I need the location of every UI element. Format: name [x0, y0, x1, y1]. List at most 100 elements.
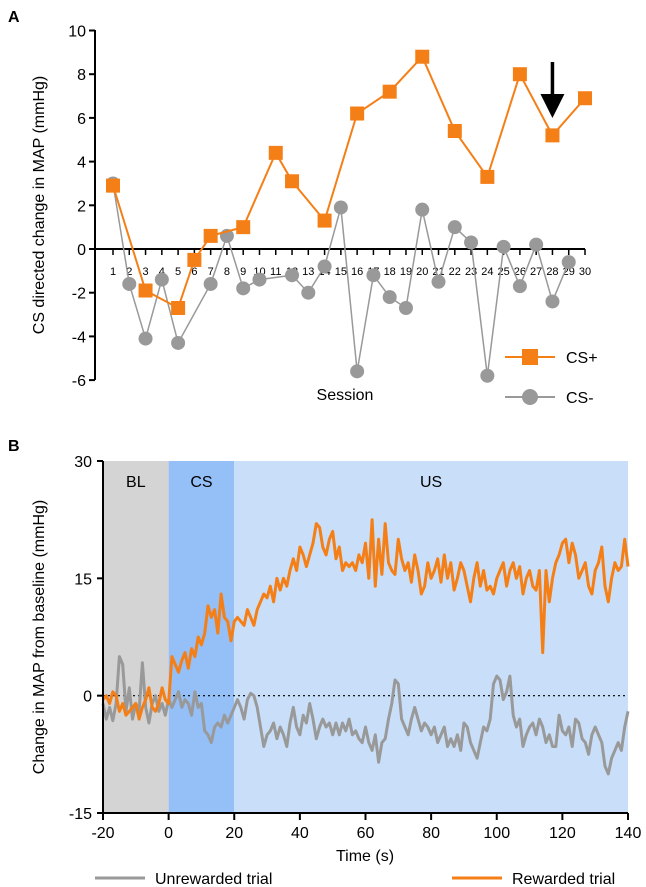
panel-a-y-axis-label: CS directed change in MAP (mmHg) — [31, 76, 48, 334]
x-tick-label: 27 — [530, 266, 542, 278]
trace-rewarded — [101, 518, 630, 721]
x-tick-label: 140 — [615, 825, 642, 842]
panel-b-x-axis-label: Time (s) — [336, 848, 394, 865]
data-point-circle — [236, 281, 251, 296]
data-point-circle — [447, 220, 462, 235]
region-us — [234, 461, 628, 813]
data-point-square — [480, 169, 495, 184]
data-point-circle — [317, 259, 332, 274]
y-tick-label: 15 — [74, 571, 92, 588]
x-tick-label: 6 — [191, 266, 197, 278]
panel-b-legend: Unrewarded trial Rewarded trial — [95, 871, 615, 887]
data-point-circle — [512, 279, 527, 294]
data-point-circle — [138, 331, 153, 346]
data-point-circle — [415, 202, 430, 217]
x-tick-label: 80 — [422, 825, 440, 842]
y-tick-label: 0 — [77, 242, 86, 259]
legend-item-cs-plus: CS+ — [505, 349, 598, 367]
data-point-circle — [203, 276, 218, 291]
y-tick-label: 6 — [77, 111, 86, 128]
data-point-circle — [366, 268, 381, 283]
data-point-circle — [561, 255, 576, 270]
panel-b-regions: BL CS US — [103, 461, 628, 813]
legend-label-rewarded: Rewarded trial — [512, 871, 615, 887]
y-tick-label: 4 — [77, 155, 86, 172]
x-tick-label: 9 — [240, 266, 246, 278]
data-point-square — [203, 228, 218, 243]
x-tick-label: 18 — [384, 266, 396, 278]
data-point-square — [350, 106, 365, 121]
region-label-bl: BL — [126, 474, 146, 491]
data-point-square — [285, 174, 300, 189]
region-cs — [168, 461, 235, 813]
x-tick-label: 11 — [270, 266, 281, 278]
arrow-annotation — [540, 62, 565, 118]
y-tick-label: -15 — [69, 806, 92, 823]
legend-item-cs-minus: CS- — [505, 389, 594, 407]
data-point-square — [138, 283, 153, 298]
data-point-circle — [122, 276, 137, 291]
panel-label-a: A — [8, 9, 20, 26]
panel-b-y-axis-label: Change in MAP from baseline (mmHg) — [31, 500, 48, 774]
panel-a-x-ticks: 1234567891011121314151617181920212223242… — [110, 249, 591, 278]
x-tick-label: 8 — [224, 266, 230, 278]
data-point-square — [545, 128, 560, 143]
x-tick-label: 100 — [483, 825, 510, 842]
data-point-square — [578, 91, 592, 106]
x-tick-label: 19 — [400, 266, 412, 278]
legend-label-cs-plus: CS+ — [566, 350, 598, 367]
data-point-circle — [333, 200, 348, 215]
x-tick-label: 20 — [225, 825, 243, 842]
x-tick-label: 2 — [126, 266, 132, 278]
legend-item-unrewarded: Unrewarded trial — [95, 871, 272, 887]
region-label-us: US — [420, 474, 442, 491]
data-point-square — [268, 145, 283, 160]
y-tick-label: 10 — [68, 24, 86, 41]
data-point-circle — [545, 294, 560, 309]
y-tick-label: -4 — [72, 329, 86, 346]
x-tick-label: 7 — [208, 266, 214, 278]
x-tick-label: 20 — [416, 266, 428, 278]
data-point-circle — [382, 290, 397, 305]
arrow-head — [540, 94, 565, 118]
data-point-circle — [350, 364, 365, 379]
panel-b-series — [101, 518, 630, 776]
data-point-square — [317, 213, 332, 228]
data-point-square — [512, 67, 527, 82]
x-tick-label: 40 — [291, 825, 309, 842]
region-label-cs: CS — [190, 474, 212, 491]
panel-a-x-axis-label: Session — [317, 387, 374, 404]
x-tick-label: 30 — [579, 266, 591, 278]
trace-unrewarded — [101, 655, 630, 776]
x-tick-label: 26 — [514, 266, 526, 278]
panel-label-b: B — [8, 438, 20, 455]
x-tick-label: 120 — [549, 825, 576, 842]
x-tick-label: 24 — [481, 266, 493, 278]
data-point-square — [382, 84, 397, 99]
legend-marker-circle — [522, 389, 538, 405]
panel-a-legend: CS+ CS- — [505, 349, 598, 407]
y-tick-label: -6 — [72, 373, 86, 390]
series-cs-plus — [106, 49, 592, 315]
data-point-square — [171, 300, 186, 315]
data-point-circle — [496, 239, 511, 254]
x-tick-label: 1 — [110, 266, 116, 278]
x-tick-label: 15 — [335, 266, 347, 278]
y-tick-label: 8 — [77, 67, 86, 84]
data-point-square — [187, 252, 202, 267]
x-tick-label: 60 — [357, 825, 375, 842]
y-tick-label: 0 — [83, 689, 92, 706]
y-tick-label: 30 — [74, 454, 92, 471]
x-tick-label: 4 — [159, 266, 165, 278]
y-tick-label: 2 — [77, 198, 86, 215]
data-point-circle — [252, 272, 267, 287]
x-tick-label: 22 — [449, 266, 461, 278]
x-tick-label: -20 — [91, 825, 114, 842]
data-point-circle — [154, 272, 169, 287]
panel-a-y-ticks: -6 -4 -2 0 2 4 6 8 10 — [68, 24, 95, 390]
x-tick-label: 28 — [546, 266, 558, 278]
x-tick-label: 5 — [175, 266, 181, 278]
